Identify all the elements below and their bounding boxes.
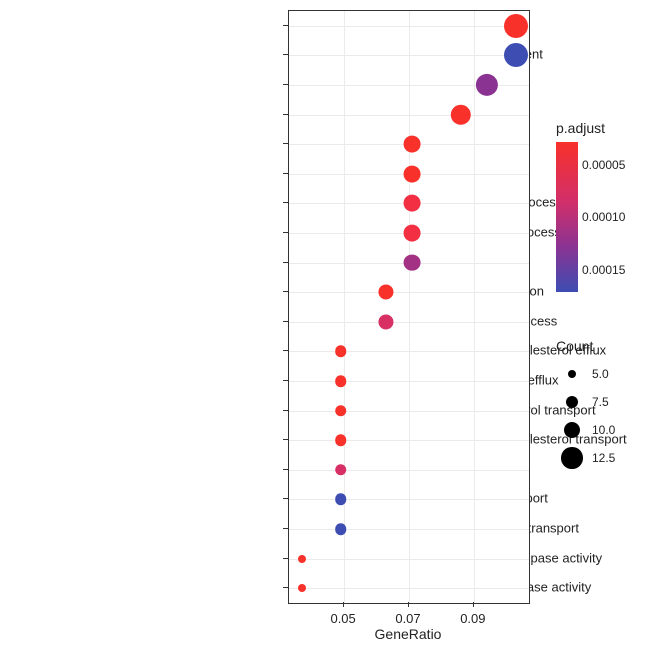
data-point	[404, 225, 421, 242]
data-point	[335, 346, 347, 358]
data-point	[404, 136, 421, 153]
data-point	[335, 494, 347, 506]
size-legend-label: 12.5	[592, 451, 615, 465]
data-point	[335, 464, 347, 476]
size-legend-row: 10.0	[556, 416, 615, 444]
size-legend-dot	[566, 396, 578, 408]
color-legend-tick: 0.00015	[582, 263, 625, 277]
data-point	[504, 14, 528, 38]
data-point	[335, 523, 347, 535]
data-point	[404, 195, 421, 212]
size-legend-dot	[564, 422, 581, 439]
plot-panel	[288, 10, 530, 604]
data-point	[404, 165, 421, 182]
data-point	[451, 104, 471, 124]
legend-size: Count 5.0 7.5 10.0 12.5	[556, 338, 615, 472]
legend-size-title: Count	[556, 338, 615, 354]
x-tick-label: 0.07	[395, 611, 420, 626]
data-point	[476, 74, 498, 96]
size-legend-row: 7.5	[556, 388, 615, 416]
size-legend-dot	[568, 370, 576, 378]
color-legend-tick: 0.00005	[582, 158, 625, 172]
x-axis-title: GeneRatio	[375, 626, 442, 642]
legend-size-items: 5.0 7.5 10.0 12.5	[556, 360, 615, 472]
legend-color-title: p.adjust	[556, 120, 605, 136]
size-legend-label: 7.5	[592, 395, 609, 409]
data-point	[379, 314, 394, 329]
data-point	[335, 375, 347, 387]
data-point	[335, 434, 347, 446]
x-tick-label: 0.05	[330, 611, 355, 626]
size-legend-row: 5.0	[556, 360, 615, 388]
data-point	[404, 254, 421, 271]
size-legend-row: 12.5	[556, 444, 615, 472]
legend-color: p.adjust 0.000050.000100.00015	[556, 120, 605, 292]
size-legend-label: 5.0	[592, 367, 609, 381]
data-point	[335, 405, 347, 417]
data-point	[298, 584, 306, 592]
chart-container: fat cell differentiationmuscle tissue de…	[0, 0, 672, 654]
data-point	[298, 555, 306, 563]
color-legend-tick: 0.00010	[582, 210, 625, 224]
data-point	[504, 43, 528, 67]
size-legend-label: 10.0	[592, 423, 615, 437]
x-tick-label: 0.09	[460, 611, 485, 626]
size-legend-dot	[561, 447, 582, 468]
color-bar: 0.000050.000100.00015	[556, 142, 578, 292]
data-point	[379, 285, 394, 300]
